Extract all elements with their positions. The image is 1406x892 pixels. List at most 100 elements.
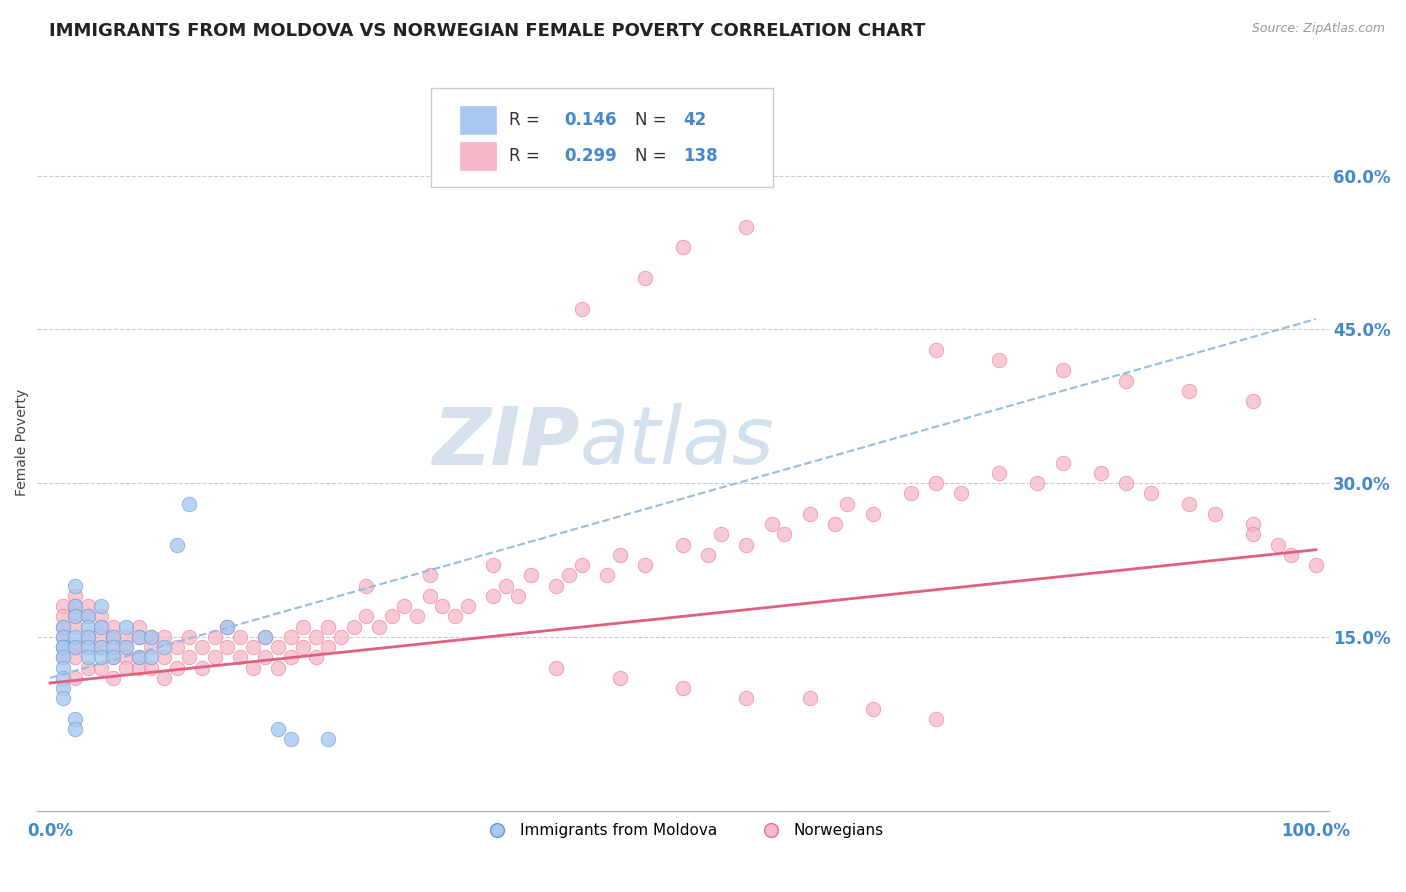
- Point: [1115, 476, 1137, 491]
- Point: [65, 640, 87, 654]
- Point: [925, 343, 948, 357]
- Point: [90, 640, 112, 654]
- Point: [52, 681, 75, 695]
- Point: [166, 538, 188, 552]
- Point: [103, 640, 125, 654]
- Point: [546, 579, 568, 593]
- Point: [90, 640, 112, 654]
- Point: [356, 609, 378, 624]
- Point: [103, 630, 125, 644]
- Point: [1267, 538, 1289, 552]
- Point: [242, 660, 264, 674]
- Point: [305, 650, 328, 665]
- Point: [318, 732, 340, 747]
- Point: [444, 609, 467, 624]
- Point: [77, 620, 100, 634]
- Point: [305, 630, 328, 644]
- Point: [596, 568, 619, 582]
- Point: [52, 660, 75, 674]
- Point: [546, 660, 568, 674]
- Point: [520, 568, 543, 582]
- Point: [609, 671, 631, 685]
- Point: [115, 660, 138, 674]
- Point: [65, 630, 87, 644]
- FancyBboxPatch shape: [432, 87, 773, 187]
- Text: IMMIGRANTS FROM MOLDOVA VS NORWEGIAN FEMALE POVERTY CORRELATION CHART: IMMIGRANTS FROM MOLDOVA VS NORWEGIAN FEM…: [49, 22, 925, 40]
- Legend: Immigrants from Moldova, Norwegians: Immigrants from Moldova, Norwegians: [475, 817, 890, 844]
- Point: [77, 640, 100, 654]
- Point: [571, 301, 593, 316]
- Point: [280, 650, 302, 665]
- Point: [52, 630, 75, 644]
- Point: [368, 620, 391, 634]
- Point: [128, 620, 150, 634]
- Point: [254, 630, 277, 644]
- Point: [735, 691, 758, 706]
- Point: [406, 609, 429, 624]
- Point: [229, 630, 252, 644]
- Point: [179, 630, 201, 644]
- Point: [482, 589, 505, 603]
- Point: [242, 640, 264, 654]
- Point: [495, 579, 517, 593]
- Point: [90, 650, 112, 665]
- Point: [153, 650, 176, 665]
- Point: [153, 671, 176, 685]
- Point: [77, 650, 100, 665]
- Point: [381, 609, 404, 624]
- Text: R =: R =: [509, 112, 544, 129]
- Point: [141, 650, 163, 665]
- Point: [90, 620, 112, 634]
- Point: [52, 620, 75, 634]
- Point: [862, 701, 884, 715]
- Point: [330, 630, 353, 644]
- Point: [141, 640, 163, 654]
- Point: [824, 517, 846, 532]
- Point: [77, 640, 100, 654]
- Point: [65, 599, 87, 614]
- Point: [571, 558, 593, 573]
- Point: [77, 630, 100, 644]
- Point: [862, 507, 884, 521]
- Point: [115, 630, 138, 644]
- Point: [1052, 363, 1074, 377]
- Point: [52, 691, 75, 706]
- Point: [1052, 456, 1074, 470]
- Point: [153, 630, 176, 644]
- Point: [1241, 517, 1264, 532]
- Point: [799, 507, 821, 521]
- Point: [837, 497, 859, 511]
- Point: [267, 660, 290, 674]
- Point: [115, 640, 138, 654]
- Point: [141, 660, 163, 674]
- Point: [115, 650, 138, 665]
- Text: 138: 138: [683, 146, 717, 165]
- Point: [1204, 507, 1226, 521]
- Point: [52, 609, 75, 624]
- Point: [1241, 394, 1264, 409]
- Point: [318, 640, 340, 654]
- Point: [65, 589, 87, 603]
- Text: ZIP: ZIP: [432, 403, 579, 481]
- Point: [609, 548, 631, 562]
- Point: [280, 630, 302, 644]
- Point: [343, 620, 366, 634]
- Text: 0.299: 0.299: [564, 146, 617, 165]
- Point: [394, 599, 416, 614]
- Point: [558, 568, 581, 582]
- Point: [217, 640, 239, 654]
- Point: [710, 527, 733, 541]
- Point: [735, 219, 758, 234]
- Point: [77, 660, 100, 674]
- Point: [191, 640, 214, 654]
- Point: [457, 599, 479, 614]
- Point: [128, 650, 150, 665]
- Point: [634, 271, 657, 285]
- Point: [988, 466, 1011, 480]
- Point: [52, 620, 75, 634]
- Point: [65, 650, 87, 665]
- Point: [634, 558, 657, 573]
- Point: [217, 620, 239, 634]
- Point: [735, 538, 758, 552]
- Point: [1140, 486, 1163, 500]
